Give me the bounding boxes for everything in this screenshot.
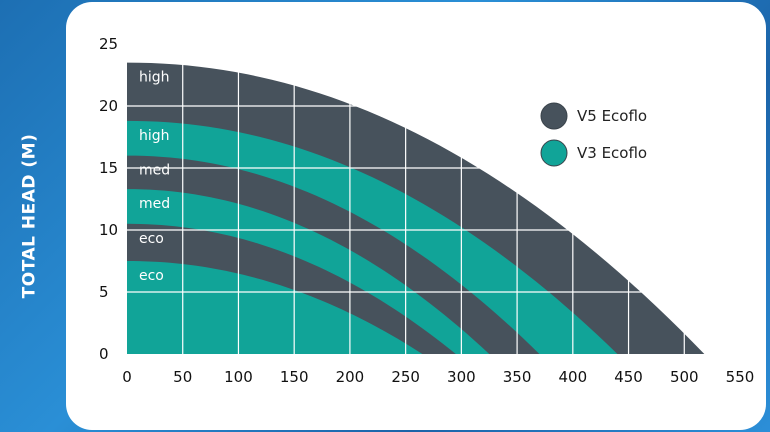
y-axis-label: TOTAL HEAD (M) (19, 133, 39, 299)
x-tick-label: 100 (224, 368, 253, 386)
x-tick-label: 550 (726, 368, 755, 386)
x-tick-label: 300 (447, 368, 476, 386)
legend-swatch (540, 139, 568, 167)
x-tick-label: 400 (558, 368, 587, 386)
curve-label-high: high (139, 70, 170, 86)
y-tick-label: 0 (99, 345, 109, 363)
x-tick-label: 500 (670, 368, 699, 386)
y-axis-label-band: TOTAL HEAD (M) (0, 0, 58, 432)
legend-label: V3 Ecoflo (577, 144, 647, 162)
y-tick-label: 10 (99, 221, 118, 239)
curve-label-eco: eco (139, 231, 164, 247)
x-tick-label: 200 (336, 368, 365, 386)
legend-label: V5 Ecoflo (577, 107, 647, 125)
x-tick-label: 150 (280, 368, 309, 386)
legend-swatch (540, 102, 568, 130)
chart-card: high high med med eco eco 0 5 10 15 20 25 0 50 100 150 2… (66, 2, 766, 430)
curve-label-high: high (139, 128, 170, 144)
grid-lines (127, 52, 741, 354)
y-tick-label: 15 (99, 159, 118, 177)
x-tick-label: 250 (391, 368, 420, 386)
curve-label-med: med (139, 163, 170, 179)
legend: V5 Ecoflo V3 Ecoflo (540, 102, 647, 167)
y-tick-label: 20 (99, 97, 118, 115)
curve-label-eco: eco (139, 268, 164, 284)
x-tick-label: 450 (614, 368, 643, 386)
x-tick-label: 0 (122, 368, 132, 386)
x-tick-label: 350 (503, 368, 532, 386)
y-tick-label: 5 (99, 283, 109, 301)
x-tick-label: 50 (173, 368, 192, 386)
curve-area-eco-5 (127, 261, 423, 354)
curve-label-med: med (139, 196, 170, 212)
y-tick-label: 25 (99, 35, 118, 53)
